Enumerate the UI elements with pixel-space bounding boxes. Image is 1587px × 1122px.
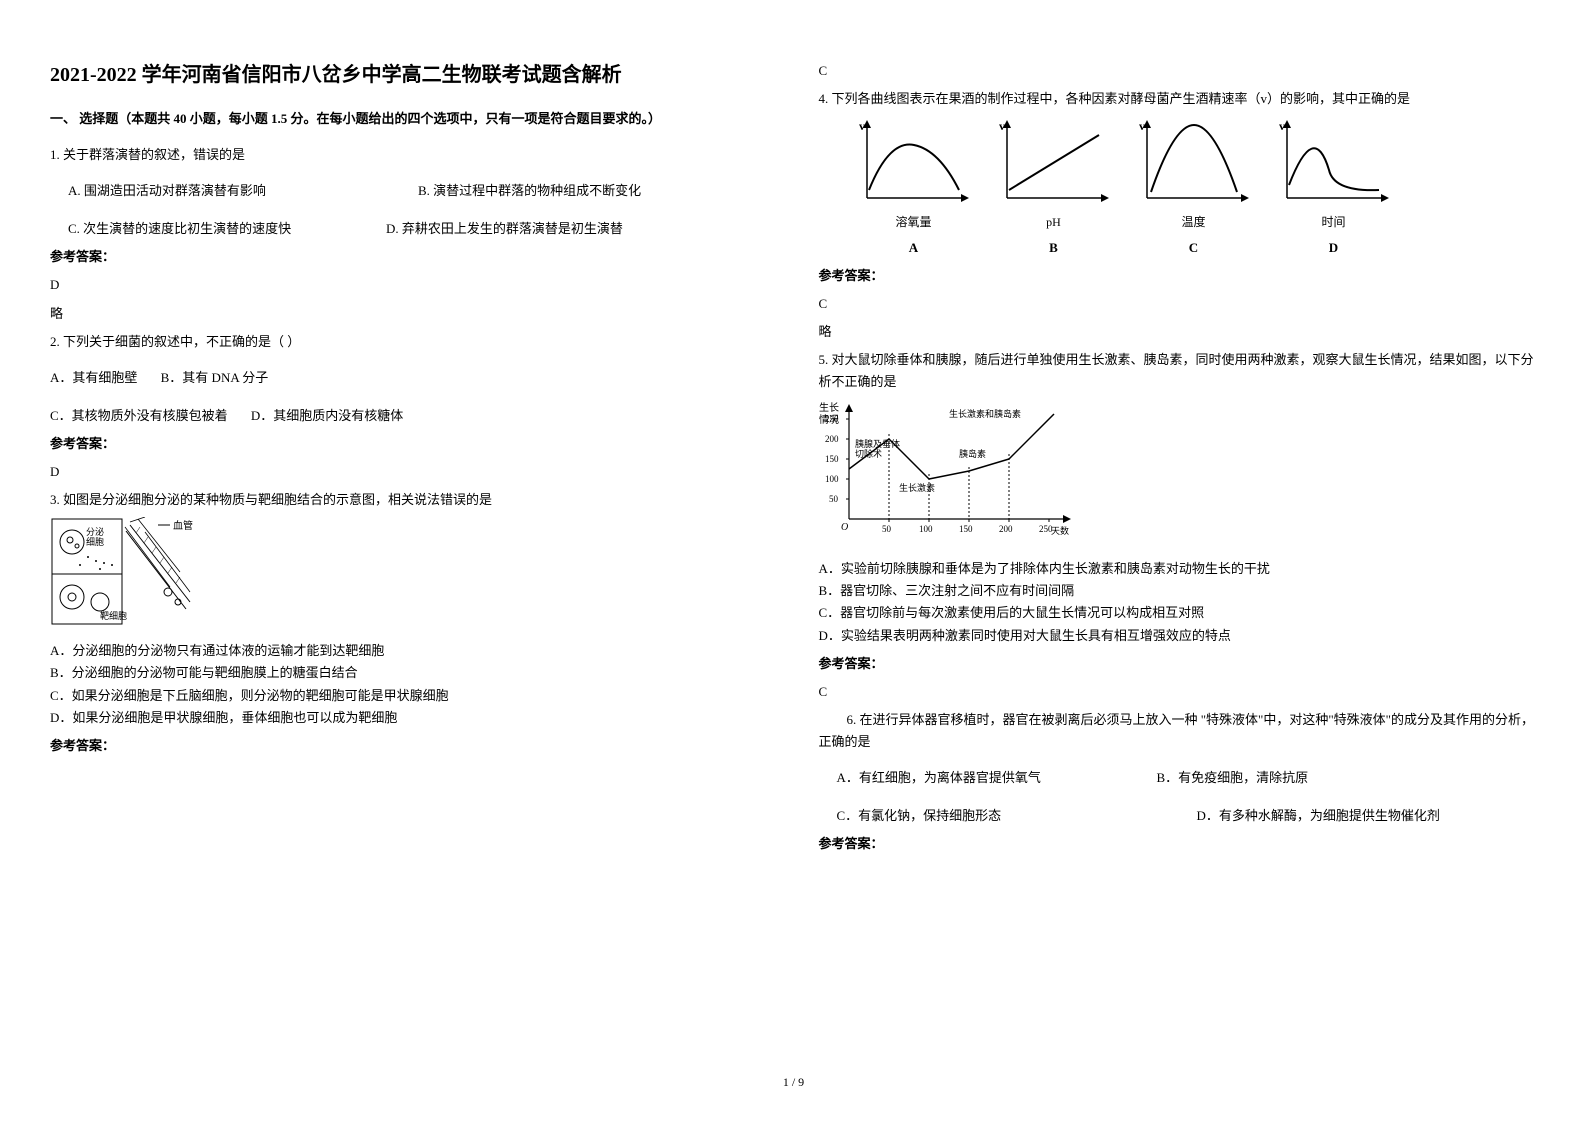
question-6: 6. 在进行异体器官移植时，器官在被剥离后必须马上放入一种 "特殊液体"中，对这… [819, 709, 1538, 827]
q5-seg-1: 胰腺及垂体 [855, 438, 900, 449]
q6-stem: 6. 在进行异体器官移植时，器官在被剥离后必须马上放入一种 "特殊液体"中，对这… [819, 709, 1538, 753]
q3-option-d: D．如果分泌细胞是甲状腺细胞，垂体细胞也可以成为靶细胞 [50, 707, 769, 729]
svg-text:100: 100 [919, 524, 933, 534]
question-3: 3. 如图是分泌细胞分泌的某种物质与靶细胞结合的示意图，相关说法错误的是 分泌 … [50, 489, 769, 729]
answer-label-4: 参考答案： [819, 265, 1538, 287]
answer-label-1: 参考答案： [50, 246, 769, 268]
left-column: 2021-2022 学年河南省信阳市八岔乡中学高二生物联考试题含解析 一、 选择… [50, 60, 769, 1062]
q4-letter-d: D [1329, 237, 1338, 259]
question-5: 5. 对大鼠切除垂体和胰腺，随后进行单独使用生长激素、胰岛素，同时使用两种激素，… [819, 349, 1538, 647]
svg-text:50: 50 [882, 524, 892, 534]
q2-options-row1: A．其有细胞壁 B．其有 DNA 分子 [50, 367, 769, 389]
q3-option-b: B．分泌细胞的分泌物可能与靶细胞膜上的糖蛋白结合 [50, 662, 769, 684]
q4-xlabel-c: 温度 [1181, 212, 1205, 232]
q2-stem: 2. 下列关于细菌的叙述中，不正确的是（ ） [50, 331, 769, 353]
svg-text:100: 100 [825, 474, 839, 484]
q4-chart-c: v 温度 C [1139, 120, 1249, 258]
q1-stem: 1. 关于群落演替的叙述，错误的是 [50, 144, 769, 166]
q6-options-row2: C．有氯化钠，保持细胞形态 D．有多种水解酶，为细胞提供生物催化剂 [819, 805, 1538, 827]
q5-seg-4: 生长激素和胰岛素 [949, 408, 1021, 419]
q3-label-target: 靶细胞 [100, 610, 127, 621]
q4-ylabel-c: v [1139, 120, 1145, 133]
svg-text:切除术: 切除术 [855, 448, 882, 459]
q4-xlabel-b: pH [1046, 212, 1061, 232]
q5-option-b: B．器官切除、三次注射之间不应有时间间隔 [819, 580, 1538, 602]
q5-seg-2: 生长激素 [899, 482, 935, 493]
q2-option-c: C．其核物质外没有核膜包被着 [50, 408, 228, 423]
q3-option-a: A．分泌细胞的分泌物只有通过体液的运输才能到达靶细胞 [50, 640, 769, 662]
svg-text:O: O [841, 522, 848, 533]
q1-options-2: C. 次生演替的速度比初生演替的速度快 D. 弃耕农田上发生的群落演替是初生演替 [50, 218, 769, 240]
answer-label-3: 参考答案： [50, 735, 769, 757]
q3-schematic-svg: 分泌 细胞 靶细胞 [50, 517, 210, 627]
svg-text:50: 50 [829, 494, 839, 504]
q4-chart-d: v 时间 D [1279, 120, 1389, 258]
question-2: 2. 下列关于细菌的叙述中，不正确的是（ ） A．其有细胞壁 B．其有 DNA … [50, 331, 769, 427]
q3-label-secretory: 分泌 [86, 526, 104, 537]
q1-option-a: A. 围湖造田活动对群落演替有影响 [68, 180, 398, 202]
q4-ylabel-a: v [859, 120, 865, 133]
q4-xlabel-d: 时间 [1321, 212, 1345, 232]
svg-text:200: 200 [999, 524, 1013, 534]
q4-chart-b: v pH B [999, 120, 1109, 258]
q4-xlabel-a: 溶氧量 [895, 212, 931, 232]
q1-option-d: D. 弃耕农田上发生的群落演替是初生演替 [386, 218, 623, 240]
q3-stem: 3. 如图是分泌细胞分泌的某种物质与靶细胞结合的示意图，相关说法错误的是 [50, 489, 769, 511]
q4-ylabel-b: v [999, 120, 1005, 133]
q2-option-a: A．其有细胞壁 [50, 370, 137, 385]
q2-option-d: D．其细胞质内没有核糖体 [251, 408, 403, 423]
q5-xlabel: 天数 [1051, 525, 1069, 536]
q5-seg-3: 胰岛素 [959, 448, 986, 459]
q4-letter-a: A [909, 237, 918, 259]
q5-option-a: A．实验前切除胰腺和垂体是为了排除体内生长激素和胰岛素对动物生长的干扰 [819, 558, 1538, 580]
document-title: 2021-2022 学年河南省信阳市八岔乡中学高二生物联考试题含解析 [50, 60, 769, 90]
q4-answer: C [819, 293, 1538, 315]
q1-answer: D [50, 274, 769, 296]
q6-option-b: B．有免疫细胞，清除抗原 [1157, 767, 1309, 789]
q3-diagram: 分泌 细胞 靶细胞 [50, 517, 769, 634]
q6-option-c: C．有氯化钠，保持细胞形态 [837, 805, 1177, 827]
svg-text:150: 150 [825, 454, 839, 464]
q6-option-d: D．有多种水解酶，为细胞提供生物催化剂 [1197, 805, 1440, 827]
q5-ylabel: 生长 [819, 401, 839, 414]
answer-label-5: 参考答案： [819, 653, 1538, 675]
q2-answer: D [50, 461, 769, 483]
q4-note: 略 [819, 321, 1538, 343]
q5-option-d: D．实验结果表明两种激素同时使用对大鼠生长具有相互增强效应的特点 [819, 625, 1538, 647]
q1-option-b: B. 演替过程中群落的物种组成不断变化 [418, 180, 641, 202]
page-number: 1 / 9 [50, 1072, 1537, 1092]
q4-charts: v 溶氧量 A v pH [859, 120, 1538, 258]
q5-diagram: 50 100 150 200 250 50 100 150 200 250 O … [819, 399, 1538, 552]
q3-label-vessel: 血管 [173, 519, 193, 532]
q3-answer: C [819, 60, 1538, 82]
answer-label-6: 参考答案： [819, 833, 1538, 855]
q4-stem: 4. 下列各曲线图表示在果酒的制作过程中，各种因素对酵母菌产生酒精速率（v）的影… [819, 88, 1538, 110]
q1-note: 略 [50, 303, 769, 325]
q5-stem: 5. 对大鼠切除垂体和胰腺，随后进行单独使用生长激素、胰岛素，同时使用两种激素，… [819, 349, 1538, 393]
q1-option-c: C. 次生演替的速度比初生演替的速度快 [68, 218, 366, 240]
q5-answer: C [819, 681, 1538, 703]
q4-letter-b: B [1049, 237, 1058, 259]
q1-options: A. 围湖造田活动对群落演替有影响 B. 演替过程中群落的物种组成不断变化 [50, 180, 769, 202]
svg-text:150: 150 [959, 524, 973, 534]
q5-option-c: C．器官切除前与每次激素使用后的大鼠生长情况可以构成相互对照 [819, 602, 1538, 624]
question-4: 4. 下列各曲线图表示在果酒的制作过程中，各种因素对酵母菌产生酒精速率（v）的影… [819, 88, 1538, 259]
right-column: C 4. 下列各曲线图表示在果酒的制作过程中，各种因素对酵母菌产生酒精速率（v）… [819, 60, 1538, 1062]
q2-options-row2: C．其核物质外没有核膜包被着 D．其细胞质内没有核糖体 [50, 405, 769, 427]
q4-letter-c: C [1189, 237, 1198, 259]
q6-option-a: A．有红细胞，为离体器官提供氧气 [837, 767, 1137, 789]
q2-option-b: B．其有 DNA 分子 [161, 370, 269, 385]
answer-label-2: 参考答案： [50, 433, 769, 455]
q6-options-row1: A．有红细胞，为离体器官提供氧气 B．有免疫细胞，清除抗原 [819, 767, 1538, 789]
q4-chart-a: v 溶氧量 A [859, 120, 969, 258]
q3-option-c: C．如果分泌细胞是下丘脑细胞，则分泌物的靶细胞可能是甲状腺细胞 [50, 685, 769, 707]
svg-text:200: 200 [825, 434, 839, 444]
q4-ylabel-d: v [1279, 120, 1285, 133]
section-heading: 一、 选择题（本题共 40 小题，每小题 1.5 分。在每小题给出的四个选项中，… [50, 108, 769, 130]
svg-text:情况: 情况 [819, 413, 839, 426]
question-1: 1. 关于群落演替的叙述，错误的是 A. 围湖造田活动对群落演替有影响 B. 演… [50, 144, 769, 202]
svg-text:细胞: 细胞 [86, 536, 104, 547]
